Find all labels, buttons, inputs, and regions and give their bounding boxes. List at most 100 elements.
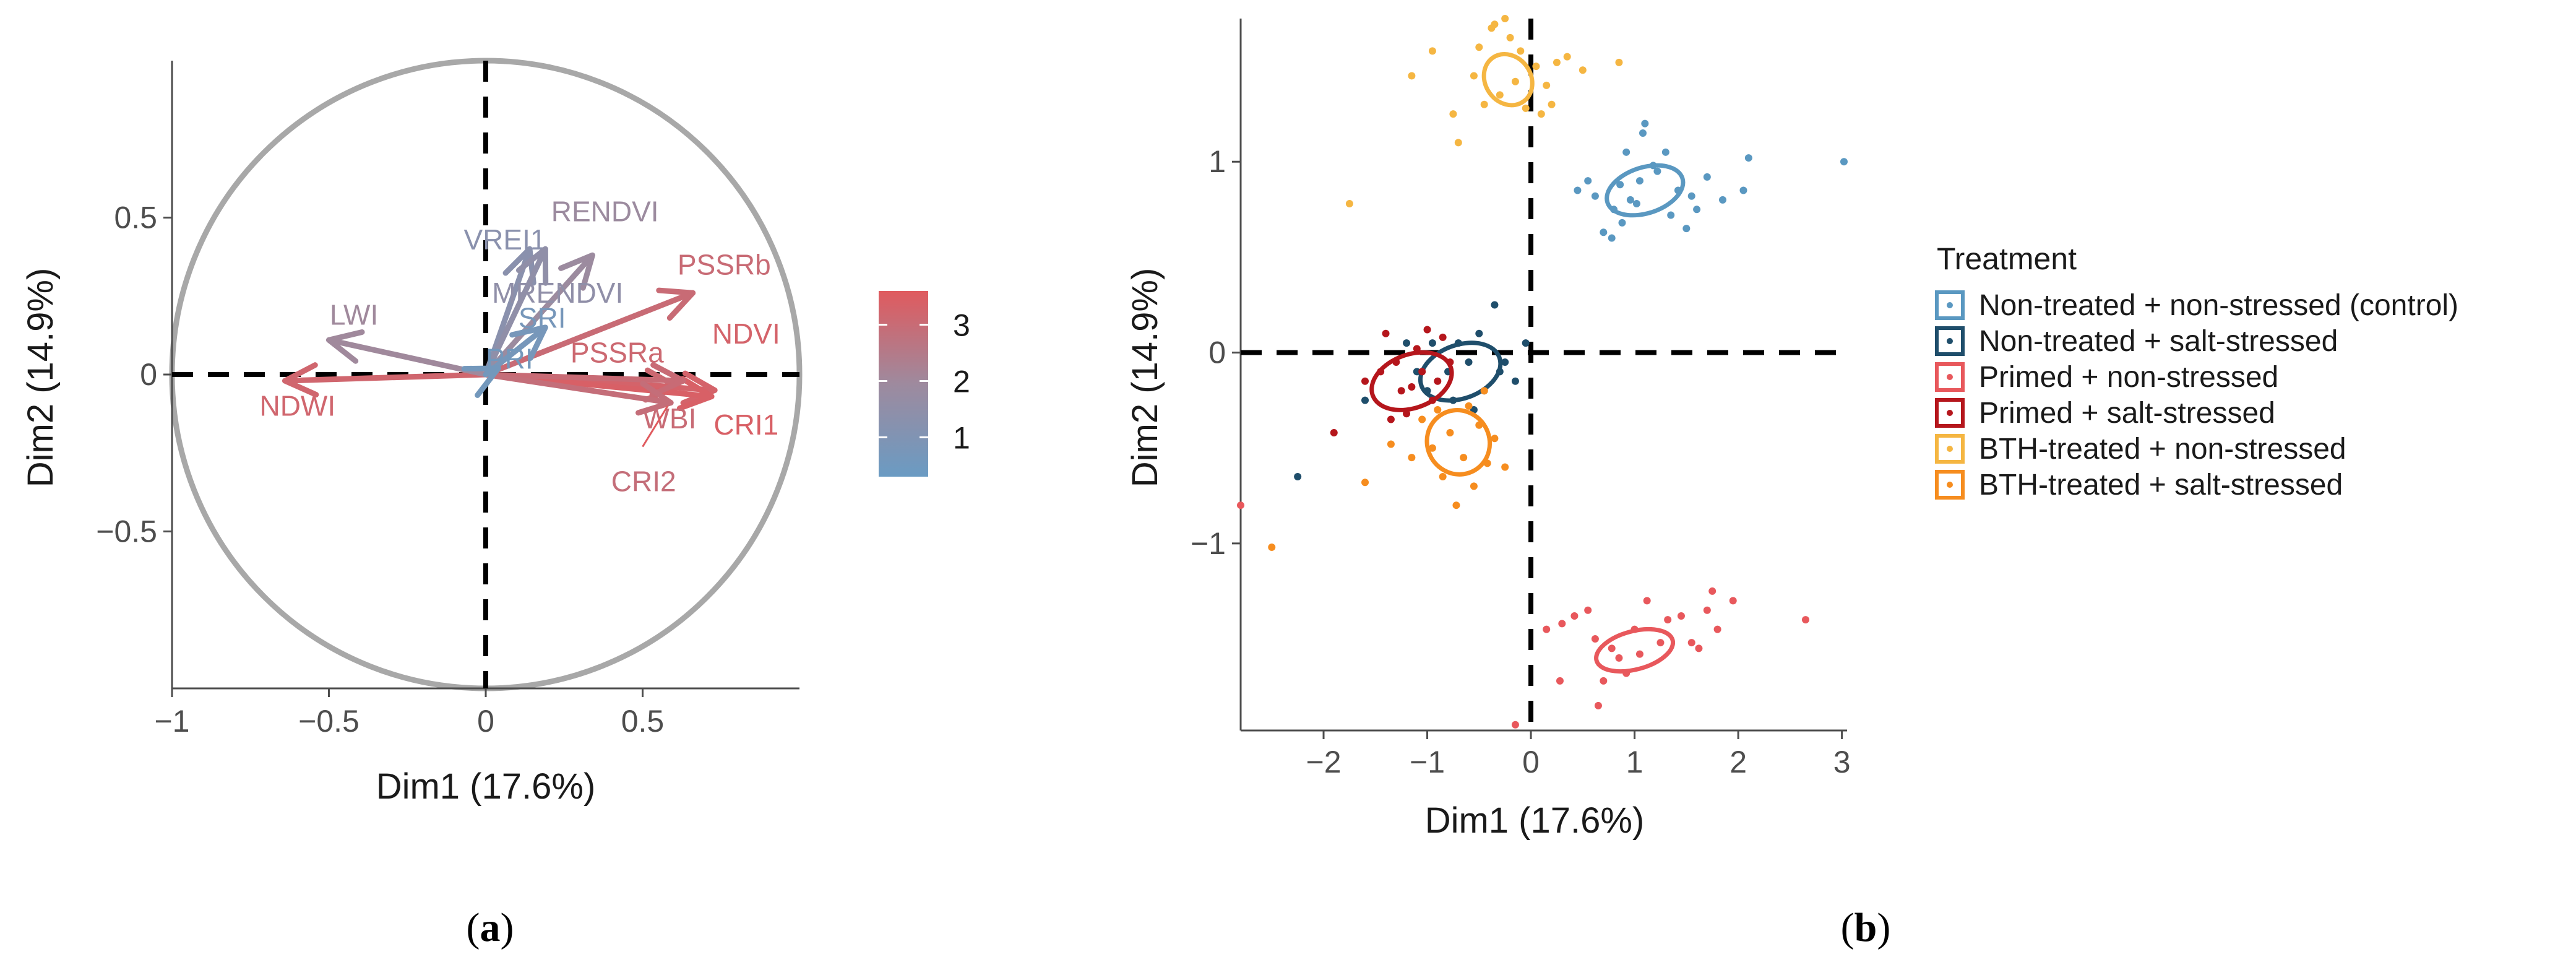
arrow-cri2 <box>483 371 674 406</box>
data-point <box>1556 677 1564 685</box>
data-point <box>1626 196 1634 204</box>
data-point <box>1543 625 1551 633</box>
data-point <box>1475 43 1483 51</box>
legend-key <box>1935 398 1965 428</box>
data-point <box>1522 104 1530 112</box>
panel-a-x-tick-label: −0.5 <box>298 704 360 739</box>
variable-label-pssra: PSSRa <box>571 337 664 369</box>
colorbar-tick-label: 1 <box>953 420 970 455</box>
data-point <box>1548 100 1556 108</box>
data-point <box>1579 66 1587 74</box>
arrow-rendvi <box>483 252 595 378</box>
data-point <box>1600 677 1608 685</box>
data-point <box>1330 429 1338 437</box>
data-point <box>1584 177 1592 185</box>
panel-b-x-tick-label: −2 <box>1306 745 1342 779</box>
panel-label-a: (a) <box>467 905 514 950</box>
confidence-ellipse <box>1418 340 1503 403</box>
data-point <box>1553 58 1561 66</box>
data-point <box>1635 177 1643 185</box>
panel-a-y-tick-label: 0.5 <box>114 201 157 235</box>
data-point <box>1570 612 1579 620</box>
legend-title: Treatment <box>1937 241 2077 276</box>
arrow-pssrb <box>483 290 696 378</box>
data-point <box>1653 167 1661 175</box>
data-point <box>1511 77 1519 85</box>
cri2-label-connector <box>642 405 669 448</box>
series-group-1 <box>1294 301 1530 480</box>
variable-label-rendvi: RENDVI <box>551 195 659 227</box>
panel-b-y-tick-label: −1 <box>1191 526 1226 561</box>
panel-a-x-tick-label: 0.5 <box>621 704 665 739</box>
data-point <box>1661 148 1669 156</box>
data-point <box>1667 211 1675 219</box>
data-point <box>1408 72 1416 80</box>
legend-key-dot <box>1947 446 1953 452</box>
panel-b-x-tick-label: 0 <box>1522 745 1540 779</box>
data-point <box>1361 377 1369 385</box>
data-point <box>1801 616 1809 624</box>
panel-b-x-axis-label: Dim1 (17.6%) <box>1425 800 1645 841</box>
data-point <box>1574 186 1582 194</box>
arrowhead-sri <box>509 324 548 361</box>
confidence-ellipse <box>1594 626 1676 674</box>
variable-label-pssrb: PSSRb <box>678 249 771 281</box>
arrowhead-cri2 <box>635 381 674 416</box>
panel-b-plot-area: −2 −1 0 1 2 3 −1 0 1 <box>1191 15 1851 779</box>
data-point <box>1268 544 1276 552</box>
data-point <box>1480 387 1488 395</box>
panel-b-x-tick-label: 1 <box>1626 745 1643 779</box>
data-point <box>1615 654 1623 662</box>
data-point <box>1703 606 1711 614</box>
data-point <box>1423 326 1431 334</box>
arrow-ndwi <box>282 371 489 384</box>
data-point <box>1480 100 1488 108</box>
panel-b-y-tick-label: 1 <box>1208 144 1226 179</box>
data-point <box>1537 110 1545 118</box>
data-point <box>1460 454 1468 462</box>
data-point <box>1594 701 1602 709</box>
variable-label-cri2: CRI2 <box>611 465 676 497</box>
data-point <box>1511 721 1519 729</box>
data-point <box>1418 415 1426 423</box>
data-point <box>1703 173 1711 181</box>
data-point <box>1641 119 1649 128</box>
legend-key-dot <box>1947 302 1953 308</box>
panel-a-x-axis-label: Dim1 (17.6%) <box>376 766 596 807</box>
data-point <box>1434 377 1442 385</box>
data-point <box>1470 482 1478 490</box>
variable-label-ndwi: NDWI <box>259 390 335 422</box>
data-point <box>1693 206 1701 214</box>
data-point <box>1744 154 1752 162</box>
data-point <box>1687 192 1695 200</box>
data-point <box>1501 15 1509 22</box>
data-point <box>1622 148 1630 156</box>
data-point <box>1677 612 1685 620</box>
data-point <box>1501 358 1509 366</box>
data-point <box>1615 58 1623 66</box>
data-point <box>1511 377 1519 385</box>
panel-b-x-tick-label: 3 <box>1833 745 1851 779</box>
data-point <box>1434 406 1442 414</box>
confidence-ellipse <box>1424 408 1493 477</box>
legend-key <box>1935 290 1965 320</box>
series-group-3 <box>1330 326 1454 437</box>
data-point <box>1643 597 1651 605</box>
data-point <box>1446 429 1454 437</box>
arrow-mrendvi <box>483 246 548 378</box>
arrowhead-ndwi <box>282 362 319 398</box>
data-point <box>1439 333 1447 341</box>
data-point <box>1408 383 1416 391</box>
data-point <box>1713 625 1721 633</box>
data-point <box>1517 47 1525 55</box>
data-point <box>1439 472 1447 480</box>
data-point <box>1558 620 1566 628</box>
panel-b-chart: −2 −1 0 1 2 3 −1 0 1 Dim1 (17.6%) Dim2 (14.9%) T… <box>1125 15 2458 841</box>
data-point <box>1532 63 1540 71</box>
data-point <box>1382 329 1390 337</box>
data-point <box>1294 472 1302 480</box>
arrowhead-ndvi <box>680 370 718 406</box>
data-point <box>1600 228 1608 236</box>
